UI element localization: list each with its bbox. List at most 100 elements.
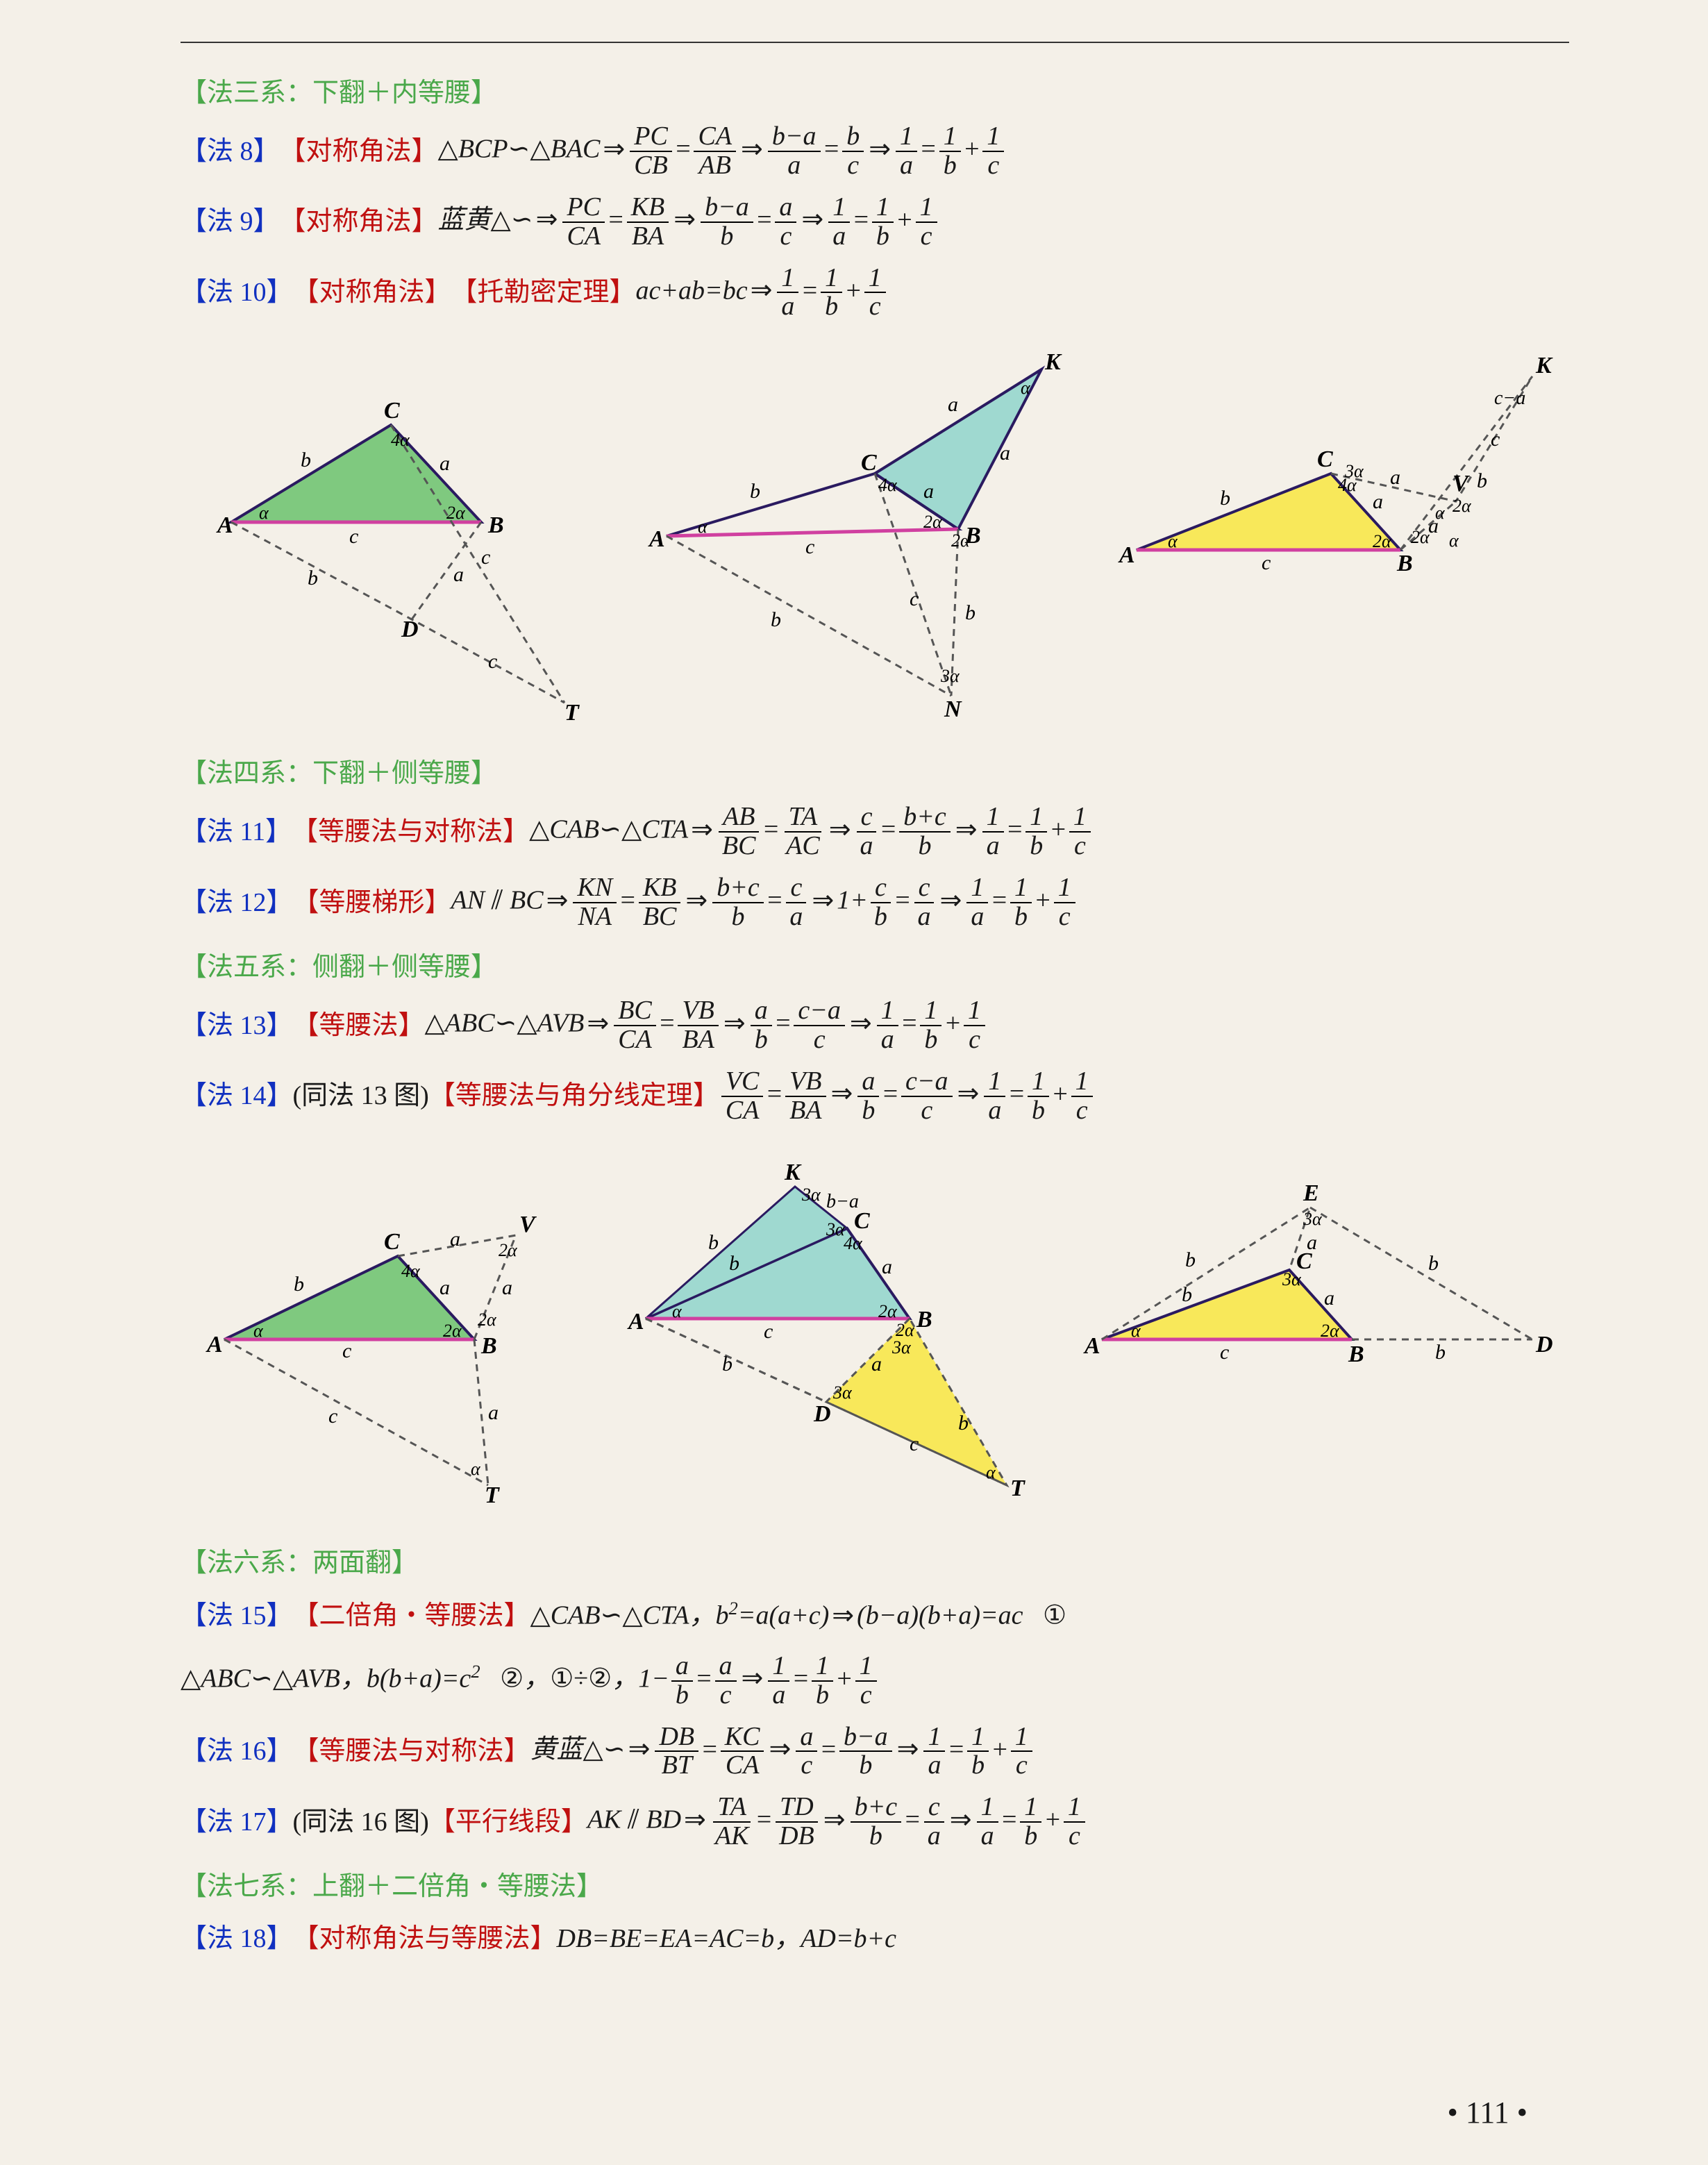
method-11: 【法 11】 【等腰法与对称法】 △CAB∽△CTA⇒ABBC=TAAC⇒ca=… xyxy=(181,803,1569,860)
svg-text:b: b xyxy=(771,608,781,631)
label-A: A xyxy=(216,512,233,538)
method-10-math: ac+ab=bc⇒1a=1b+1c xyxy=(636,265,888,321)
svg-text:a: a xyxy=(439,452,450,475)
method-12-tag: 【法 12】 xyxy=(181,880,293,926)
svg-text:a: a xyxy=(439,1276,450,1299)
svg-text:b: b xyxy=(1477,469,1487,492)
method-11-tag: 【法 11】 xyxy=(181,810,292,855)
method-13-tag: 【法 13】 xyxy=(181,1003,293,1048)
method-8-math: △BCP∽△BAC⇒PCCB=CAAB⇒b−aa=bc⇒1a=1b+1c xyxy=(438,123,1007,180)
svg-text:2α: 2α xyxy=(1411,527,1430,547)
svg-text:c: c xyxy=(1491,428,1500,451)
svg-text:α: α xyxy=(253,1321,264,1341)
svg-text:a: a xyxy=(882,1255,892,1278)
method-13-math: △ABC∽△AVB⇒BCCA=VBBA⇒ab=c−ac⇒1a=1b+1c xyxy=(425,997,988,1054)
svg-text:V: V xyxy=(519,1212,537,1237)
method-10: 【法 10】 【对称角法】 【托勒密定理】 ac+ab=bc⇒1a=1b+1c xyxy=(181,265,1569,321)
method-15-math-b: △ABC∽△AVB，b(b+a)=c2 ②，①÷②，1−ab=ac⇒1a=1b+… xyxy=(181,1653,879,1710)
svg-text:a: a xyxy=(923,480,934,503)
method-9-tag: 【法 9】 xyxy=(181,199,280,244)
svg-text:4α: 4α xyxy=(401,1261,421,1281)
svg-text:b: b xyxy=(294,1273,304,1296)
svg-text:3α: 3α xyxy=(1344,461,1364,481)
svg-text:A: A xyxy=(1118,542,1135,568)
svg-text:3α: 3α xyxy=(832,1382,853,1403)
method-18-name: 【对称角法与等腰法】 xyxy=(293,1916,557,1962)
method-11-math: △CAB∽△CTA⇒ABBC=TAAC⇒ca=b+cb⇒1a=1b+1c xyxy=(529,803,1093,860)
svg-text:K: K xyxy=(1044,349,1062,375)
page-number: • 111 • xyxy=(1447,2095,1527,2130)
svg-text:a: a xyxy=(1324,1287,1334,1310)
svg-text:K: K xyxy=(1535,353,1553,378)
svg-text:N: N xyxy=(944,696,962,722)
svg-text:D: D xyxy=(401,617,419,642)
method-12: 【法 12】 【等腰梯形】 AN ⫽ BC⇒KNNA=KBBC⇒b+cb=ca⇒… xyxy=(181,874,1569,931)
svg-text:3α: 3α xyxy=(1282,1269,1302,1289)
svg-text:2α: 2α xyxy=(478,1310,497,1330)
svg-text:b: b xyxy=(958,1412,969,1435)
svg-text:C: C xyxy=(384,1229,400,1255)
svg-text:b: b xyxy=(729,1252,739,1275)
svg-text:2α: 2α xyxy=(1373,531,1392,551)
method-16-math: 黄蓝△∽⇒DBBT=KCCA⇒ac=b−ab⇒1a=1b+1c xyxy=(530,1723,1035,1780)
svg-text:T: T xyxy=(485,1482,500,1506)
svg-text:c: c xyxy=(1220,1341,1229,1364)
method-15-name: 【二倍角・等腰法】 xyxy=(293,1594,530,1639)
svg-text:α: α xyxy=(986,1462,996,1482)
method-10-tag: 【法 10】 xyxy=(181,270,293,315)
method-15: 【法 15】 【二倍角・等腰法】 △CAB∽△CTA，b2=a(a+c)⇒(b−… xyxy=(181,1593,1569,1638)
method-11-name: 【等腰法与对称法】 xyxy=(292,810,529,855)
method-10-name: 【对称角法】 xyxy=(293,270,451,315)
svg-text:c: c xyxy=(1262,551,1271,574)
svg-text:b: b xyxy=(308,567,318,590)
method-8-name: 【对称角法】 xyxy=(280,129,438,174)
svg-text:2α: 2α xyxy=(951,530,971,551)
svg-text:2α: 2α xyxy=(923,512,943,532)
svg-text:A: A xyxy=(648,526,665,552)
svg-text:c: c xyxy=(328,1405,337,1428)
svg-text:T: T xyxy=(564,700,580,726)
method-17-tag: 【法 17】 xyxy=(181,1800,293,1845)
svg-text:C: C xyxy=(1317,446,1333,472)
svg-text:B: B xyxy=(480,1333,497,1359)
svg-text:3α: 3α xyxy=(891,1337,912,1357)
svg-text:4α: 4α xyxy=(391,430,410,450)
svg-text:a: a xyxy=(1000,442,1010,465)
svg-text:a: a xyxy=(871,1353,882,1376)
svg-text:E: E xyxy=(1303,1180,1319,1206)
figure-row-1: A B C D T b a c α 4α 2α b a c c A B C K … xyxy=(181,342,1569,730)
svg-text:b: b xyxy=(1428,1252,1439,1275)
method-17-math: AK ⫽ BD⇒TAAK=TDDB⇒b+cb=ca⇒1a=1b+1c xyxy=(587,1794,1087,1850)
method-16-name: 【等腰法与对称法】 xyxy=(293,1729,530,1774)
svg-text:2α: 2α xyxy=(1321,1321,1340,1341)
svg-text:b: b xyxy=(722,1353,732,1376)
svg-text:B: B xyxy=(1348,1341,1364,1367)
svg-text:3α: 3α xyxy=(801,1185,821,1205)
svg-text:a: a xyxy=(453,563,464,586)
svg-text:α: α xyxy=(471,1459,481,1479)
method-9: 【法 9】 【对称角法】 蓝黄△∽⇒PCCA=KBBA⇒b−ab=ac⇒1a=1… xyxy=(181,194,1569,251)
svg-text:B: B xyxy=(916,1307,932,1332)
svg-text:a: a xyxy=(1307,1231,1317,1254)
svg-text:c: c xyxy=(764,1320,773,1343)
svg-text:a: a xyxy=(1390,466,1400,489)
method-9-math: 蓝黄△∽⇒PCCA=KBBA⇒b−ab=ac⇒1a=1b+1c xyxy=(438,194,939,251)
svg-text:C: C xyxy=(384,398,400,424)
svg-text:3α: 3α xyxy=(1303,1209,1323,1229)
svg-text:b: b xyxy=(301,449,311,471)
svg-text:c: c xyxy=(910,587,919,610)
svg-text:c: c xyxy=(349,525,358,548)
svg-text:b: b xyxy=(750,480,760,503)
svg-text:B: B xyxy=(487,512,504,538)
method-12-name: 【等腰梯形】 xyxy=(293,880,451,926)
svg-text:V: V xyxy=(1452,471,1470,496)
method-15-tag: 【法 15】 xyxy=(181,1594,293,1639)
section-7-header: 【法七系：上翻＋二倍角・等腰法】 xyxy=(181,1864,1569,1903)
method-12-math: AN ⫽ BC⇒KNNA=KBBC⇒b+cb=ca⇒1+cb=ca⇒1a=1b+… xyxy=(451,874,1078,931)
svg-text:c: c xyxy=(805,535,814,558)
svg-text:α: α xyxy=(672,1301,683,1321)
method-8: 【法 8】 【对称角法】 △BCP∽△BAC⇒PCCB=CAAB⇒b−aa=bc… xyxy=(181,123,1569,180)
method-16-tag: 【法 16】 xyxy=(181,1729,293,1774)
svg-text:α: α xyxy=(259,503,269,523)
svg-text:2α: 2α xyxy=(1452,496,1472,516)
